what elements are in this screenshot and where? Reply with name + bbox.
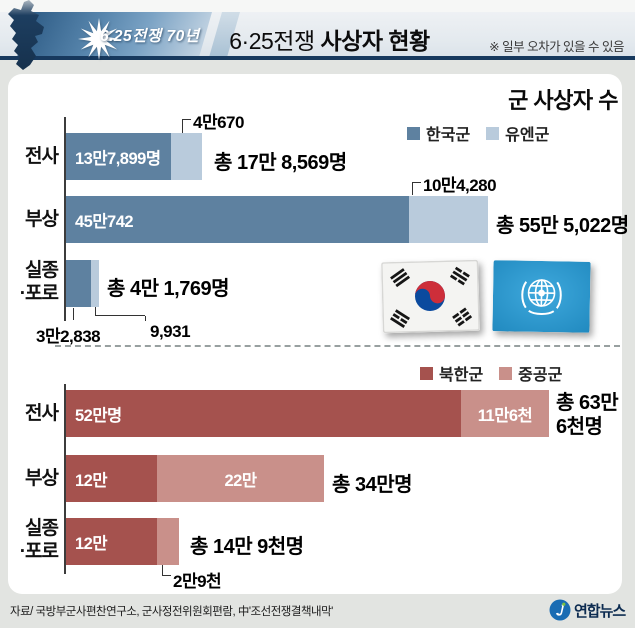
chart1-category-missing: 실종 ·포로: [0, 259, 59, 305]
section-divider: [55, 345, 620, 347]
legend-label-korea: 한국군: [426, 127, 471, 144]
callout-un-missing: 9,931: [150, 322, 191, 341]
bar-nk-killed: 52만명: [66, 390, 461, 437]
total-killed-communist: 총 63만 6천명: [556, 392, 619, 438]
chart2-bar-row-wounded: 12만 22만: [66, 455, 324, 502]
yonhap-logo: 연합뉴스: [549, 599, 626, 621]
callout-china-missing: 2만9천: [173, 572, 222, 591]
bar-un-wounded: [409, 196, 488, 243]
callout-line-korea-missing: [73, 308, 74, 320]
bar-nk-wounded: 12만: [66, 455, 157, 502]
callout-un-killed: 4만670: [193, 113, 244, 132]
disclaimer-note: ※ 일부 오차가 있을 수 있음: [489, 40, 624, 54]
anniversary-badge: 6.25전쟁 70년: [100, 28, 200, 45]
callout-line-un-missing-drop: [145, 316, 146, 321]
total-wounded-communist: 총 34만명: [332, 474, 413, 496]
total-wounded-allied: 총 55만 5,022명: [496, 215, 629, 237]
page-title-prefix: 6·25전쟁: [229, 28, 321, 54]
bar-label-china-killed: 11만6천: [477, 406, 533, 425]
callout-un-wounded: 10만4,280: [423, 176, 497, 195]
bar-china-wounded: 22만: [157, 455, 324, 502]
chart1-bar-row-wounded: 45만742: [66, 196, 488, 243]
section-title: 군 사상자 수: [508, 88, 618, 113]
legend-item-un: 유엔군: [486, 121, 549, 145]
legend-swatch-korea-icon: [407, 126, 420, 140]
page-title-emphasis: 사상자 현황: [320, 28, 431, 54]
bar-china-killed: 11만6천: [461, 390, 549, 437]
chart1-axis: [64, 117, 66, 321]
chart2-category-wounded: 부상: [25, 468, 59, 489]
header-top-band: [0, 0, 635, 12]
bar-label-nk-missing: 12만: [75, 534, 108, 553]
bar-korea-killed: 13만7,899명: [66, 133, 171, 180]
legend-swatch-china-icon: [499, 366, 513, 380]
bar-korea-missing: [66, 260, 91, 307]
legend-swatch-un-icon: [486, 126, 500, 140]
callout-line-china-missing: [162, 565, 171, 576]
legend-label-china: 중공군: [518, 367, 563, 384]
bar-label-nk-wounded: 12만: [75, 471, 108, 490]
callout-line-un-missing: [95, 307, 145, 316]
total-missing-communist: 총 14만 9천명: [190, 536, 304, 558]
legend-item-korea: 한국군: [407, 121, 470, 145]
chart2-category-missing-line2: ·포로: [19, 541, 59, 562]
legend-label-nk: 북한군: [439, 367, 484, 384]
legend-swatch-nk-icon: [420, 366, 433, 380]
korea-peninsula-icon: [8, 0, 44, 70]
bar-label-korea-wounded: 45만742: [75, 212, 134, 231]
chart2-axis: [64, 384, 66, 574]
chart2-bar-row-missing: 12만: [66, 518, 179, 565]
chart2-bar-row-killed: 52만명 11만6천: [66, 390, 549, 437]
source-credit: 자료/ 국방부군사편찬연구소, 군사정전위원회편람, 中'조선전쟁결책내막': [10, 606, 333, 618]
chart2-category-missing-line1: 실종: [25, 518, 59, 539]
callout-line-un-killed: [182, 119, 191, 133]
chart1-category-missing-line1: 실종: [25, 260, 59, 281]
south-korea-flag-icon: [381, 259, 480, 334]
header-bottom-border: [0, 56, 635, 60]
bar-un-missing: [91, 260, 99, 307]
chart1-category-wounded: 부상: [25, 209, 59, 230]
chart2-category-missing: 실종 ·포로: [0, 517, 59, 563]
chart1-bar-row-missing: [66, 260, 99, 307]
legend-label-un: 유엔군: [505, 127, 550, 144]
bar-china-missing: [157, 518, 179, 565]
total-missing-allied: 총 4만 1,769명: [107, 278, 230, 300]
legend-communist: 북한군 중공군: [420, 361, 562, 385]
yonhap-logo-text: 연합뉴스: [574, 602, 626, 620]
legend-item-nk: 북한군: [420, 361, 483, 385]
yonhap-logo-icon: [549, 599, 571, 621]
bar-label-china-wounded: 22만: [224, 471, 257, 490]
chart1-category-killed: 전사: [25, 146, 59, 167]
callout-line-un-wounded: [412, 182, 421, 195]
chart1-bar-row-killed: 13만7,899명: [66, 133, 202, 180]
bar-label-korea-killed: 13만7,899명: [75, 149, 161, 168]
chart1-category-missing-line2: ·포로: [19, 283, 59, 304]
callout-korea-missing: 3만2,838: [36, 327, 101, 346]
legend-allied: 한국군 유엔군: [407, 121, 549, 145]
chart2-category-killed: 전사: [25, 403, 59, 424]
legend-item-china: 중공군: [499, 361, 562, 385]
page-title: 6·25전쟁 사상자 현황: [212, 22, 447, 56]
total-killed-allied: 총 17만 8,569명: [214, 152, 347, 174]
bar-label-nk-killed: 52만명: [75, 406, 122, 425]
bar-nk-missing: 12만: [66, 518, 157, 565]
bar-korea-wounded: 45만742: [66, 196, 409, 243]
starburst-icon: [78, 18, 120, 60]
un-flag-icon: [492, 260, 591, 333]
bar-un-killed: [171, 133, 202, 180]
